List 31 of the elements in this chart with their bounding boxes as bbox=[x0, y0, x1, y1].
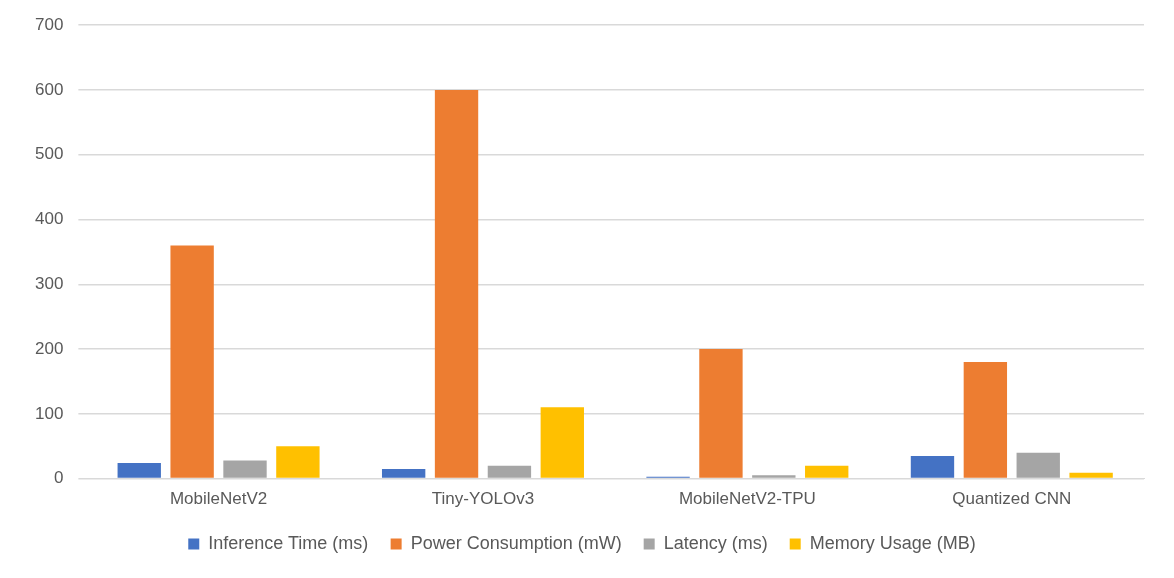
bar bbox=[1016, 452, 1060, 478]
bar bbox=[117, 463, 161, 478]
bar bbox=[1069, 472, 1113, 478]
legend-label: Latency (ms) bbox=[663, 532, 768, 553]
x-tick-label: MobileNetV2-TPU bbox=[678, 489, 816, 509]
y-tick-label: 0 bbox=[53, 468, 64, 488]
y-tick-label: 100 bbox=[34, 403, 64, 423]
legend-label: Memory Usage (MB) bbox=[809, 532, 976, 553]
y-tick-label: 200 bbox=[34, 338, 64, 358]
bar bbox=[752, 475, 796, 478]
x-tick-label: Quantized CNN bbox=[952, 489, 1072, 509]
y-tick-label: 700 bbox=[34, 14, 64, 34]
bar bbox=[805, 465, 849, 478]
bar bbox=[276, 446, 320, 478]
bar bbox=[381, 468, 426, 478]
y-tick-label: 600 bbox=[34, 79, 64, 99]
bar bbox=[910, 455, 955, 478]
bar bbox=[699, 349, 743, 478]
y-tick-label: 400 bbox=[34, 209, 64, 229]
y-tick-label: 300 bbox=[34, 273, 64, 293]
legend-label: Inference Time (ms) bbox=[208, 532, 369, 553]
bar bbox=[487, 465, 532, 478]
bar bbox=[170, 245, 214, 478]
x-tick-label: Tiny-YOLOv3 bbox=[431, 489, 535, 509]
x-tick-label: MobileNetV2 bbox=[169, 489, 268, 509]
legend-label: Power Consumption (mW) bbox=[410, 532, 622, 553]
bar bbox=[434, 89, 479, 478]
y-tick-label: 500 bbox=[34, 144, 64, 164]
bar bbox=[540, 407, 584, 478]
bar bbox=[223, 460, 267, 478]
bar bbox=[963, 362, 1008, 478]
